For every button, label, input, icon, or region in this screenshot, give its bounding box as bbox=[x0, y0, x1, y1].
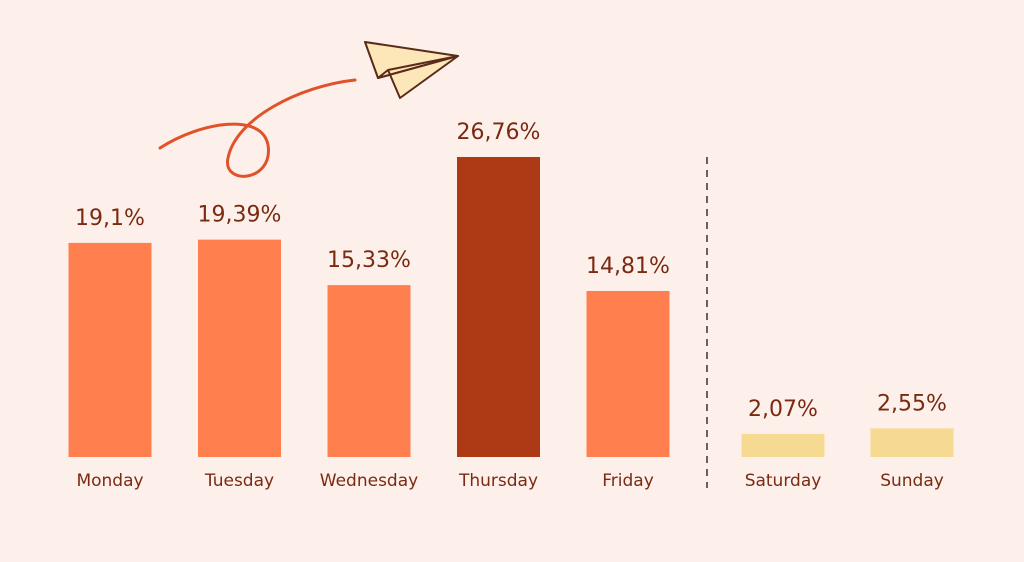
category-label: Thursday bbox=[458, 471, 538, 491]
bar bbox=[198, 239, 281, 457]
value-label: 2,07% bbox=[748, 397, 818, 422]
bar bbox=[68, 242, 152, 457]
category-label: Tuesday bbox=[204, 471, 274, 491]
bar bbox=[741, 433, 825, 457]
bar bbox=[870, 428, 954, 457]
category-label: Sunday bbox=[880, 471, 944, 491]
value-label: 19,1% bbox=[75, 206, 145, 231]
decorative-curve bbox=[158, 78, 357, 178]
category-label: Monday bbox=[76, 471, 143, 491]
category-label: Saturday bbox=[745, 471, 822, 491]
value-label: 14,81% bbox=[586, 254, 670, 279]
category-label: Wednesday bbox=[320, 471, 418, 491]
value-label: 19,39% bbox=[198, 203, 282, 228]
bar bbox=[457, 157, 540, 457]
bar bbox=[327, 285, 411, 457]
value-label: 2,55% bbox=[877, 391, 947, 416]
value-label: 15,33% bbox=[327, 248, 411, 273]
bar bbox=[586, 290, 670, 457]
value-label: 26,76% bbox=[457, 120, 541, 145]
category-label: Friday bbox=[602, 471, 654, 491]
paper-plane bbox=[364, 41, 459, 99]
